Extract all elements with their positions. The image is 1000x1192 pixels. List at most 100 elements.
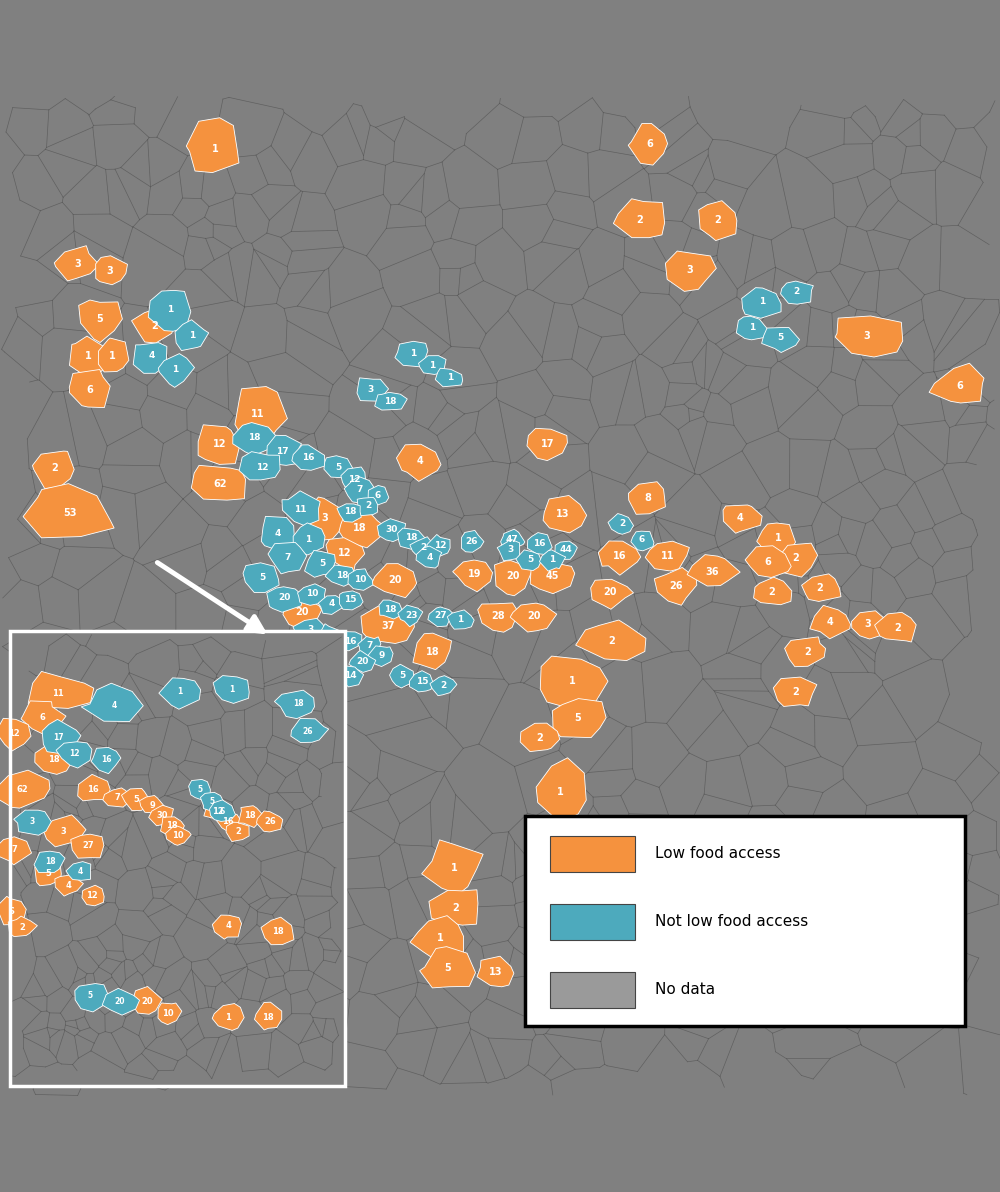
Text: 12: 12 — [8, 728, 20, 738]
Polygon shape — [274, 690, 314, 719]
Polygon shape — [268, 542, 307, 573]
Polygon shape — [191, 465, 245, 501]
Polygon shape — [398, 606, 423, 627]
Polygon shape — [238, 806, 264, 827]
Polygon shape — [158, 354, 195, 387]
Text: 2: 2 — [420, 544, 426, 553]
Polygon shape — [0, 896, 26, 925]
Text: 18: 18 — [48, 755, 60, 764]
Text: 3: 3 — [865, 619, 871, 629]
Polygon shape — [212, 915, 242, 939]
Polygon shape — [42, 815, 86, 846]
Text: 1: 1 — [410, 349, 416, 359]
Text: 5: 5 — [319, 559, 325, 569]
Polygon shape — [338, 632, 362, 651]
Polygon shape — [631, 532, 654, 551]
Polygon shape — [520, 724, 560, 752]
Text: 16: 16 — [222, 817, 234, 826]
Polygon shape — [56, 741, 92, 768]
Text: 6: 6 — [375, 491, 381, 501]
Text: 2: 2 — [769, 586, 775, 597]
Polygon shape — [395, 341, 428, 367]
Polygon shape — [159, 678, 201, 709]
Text: 2: 2 — [793, 553, 799, 563]
Polygon shape — [298, 584, 326, 606]
Polygon shape — [103, 788, 132, 807]
Polygon shape — [379, 600, 403, 619]
Text: 2: 2 — [52, 462, 58, 473]
Polygon shape — [324, 455, 353, 478]
Polygon shape — [133, 342, 167, 373]
Polygon shape — [396, 445, 441, 482]
Polygon shape — [348, 569, 373, 590]
Polygon shape — [121, 788, 149, 811]
Polygon shape — [875, 613, 916, 642]
Polygon shape — [542, 817, 601, 857]
Text: 1: 1 — [775, 533, 781, 544]
Polygon shape — [148, 291, 191, 331]
Text: 6: 6 — [647, 139, 653, 149]
Polygon shape — [785, 637, 826, 666]
Polygon shape — [559, 843, 632, 896]
Text: 12: 12 — [212, 807, 224, 815]
Polygon shape — [501, 529, 525, 548]
Polygon shape — [536, 758, 586, 822]
Text: 16: 16 — [302, 453, 314, 462]
Text: 4: 4 — [65, 881, 71, 889]
Polygon shape — [375, 392, 407, 410]
Text: 18: 18 — [336, 571, 348, 579]
Polygon shape — [34, 851, 65, 873]
Polygon shape — [527, 428, 567, 460]
Text: 7: 7 — [367, 641, 373, 651]
Text: 4: 4 — [111, 701, 117, 709]
Text: 2: 2 — [619, 520, 625, 528]
Polygon shape — [28, 671, 94, 708]
Text: 20: 20 — [141, 997, 153, 1006]
Text: 1: 1 — [429, 361, 435, 371]
Polygon shape — [198, 424, 239, 465]
Bar — [10, 631, 345, 1086]
Polygon shape — [320, 623, 343, 646]
Polygon shape — [357, 378, 389, 402]
Text: 23: 23 — [405, 610, 417, 620]
Polygon shape — [543, 496, 587, 533]
Text: 1: 1 — [451, 863, 457, 873]
Polygon shape — [495, 560, 532, 596]
Text: 17: 17 — [541, 439, 555, 449]
Text: 18: 18 — [248, 434, 260, 442]
Polygon shape — [555, 541, 577, 559]
FancyBboxPatch shape — [525, 817, 965, 1026]
Polygon shape — [699, 200, 737, 241]
Polygon shape — [81, 683, 143, 721]
Text: 18: 18 — [45, 857, 55, 867]
Polygon shape — [255, 1002, 282, 1030]
Text: 2: 2 — [895, 623, 901, 633]
Text: 6: 6 — [39, 713, 45, 721]
Polygon shape — [66, 862, 91, 881]
Polygon shape — [102, 988, 140, 1016]
Polygon shape — [409, 671, 433, 691]
Text: 53: 53 — [63, 508, 77, 519]
Text: 27: 27 — [435, 611, 447, 621]
Bar — [10, 631, 345, 1086]
Text: 20: 20 — [527, 611, 541, 621]
Text: 4: 4 — [427, 553, 433, 563]
Polygon shape — [258, 652, 297, 685]
Polygon shape — [645, 541, 689, 571]
Text: 44: 44 — [560, 545, 572, 553]
Text: 20: 20 — [278, 594, 290, 602]
Text: 5: 5 — [399, 671, 405, 681]
Polygon shape — [628, 124, 668, 166]
Polygon shape — [210, 800, 235, 821]
Polygon shape — [291, 719, 329, 743]
Text: 11: 11 — [661, 551, 675, 561]
Polygon shape — [377, 519, 406, 541]
Polygon shape — [628, 482, 665, 514]
Polygon shape — [413, 633, 452, 670]
Polygon shape — [79, 300, 122, 342]
Text: 13: 13 — [556, 509, 570, 519]
Text: 5: 5 — [777, 334, 783, 342]
Polygon shape — [416, 546, 442, 569]
Polygon shape — [14, 811, 51, 836]
Polygon shape — [802, 573, 841, 602]
